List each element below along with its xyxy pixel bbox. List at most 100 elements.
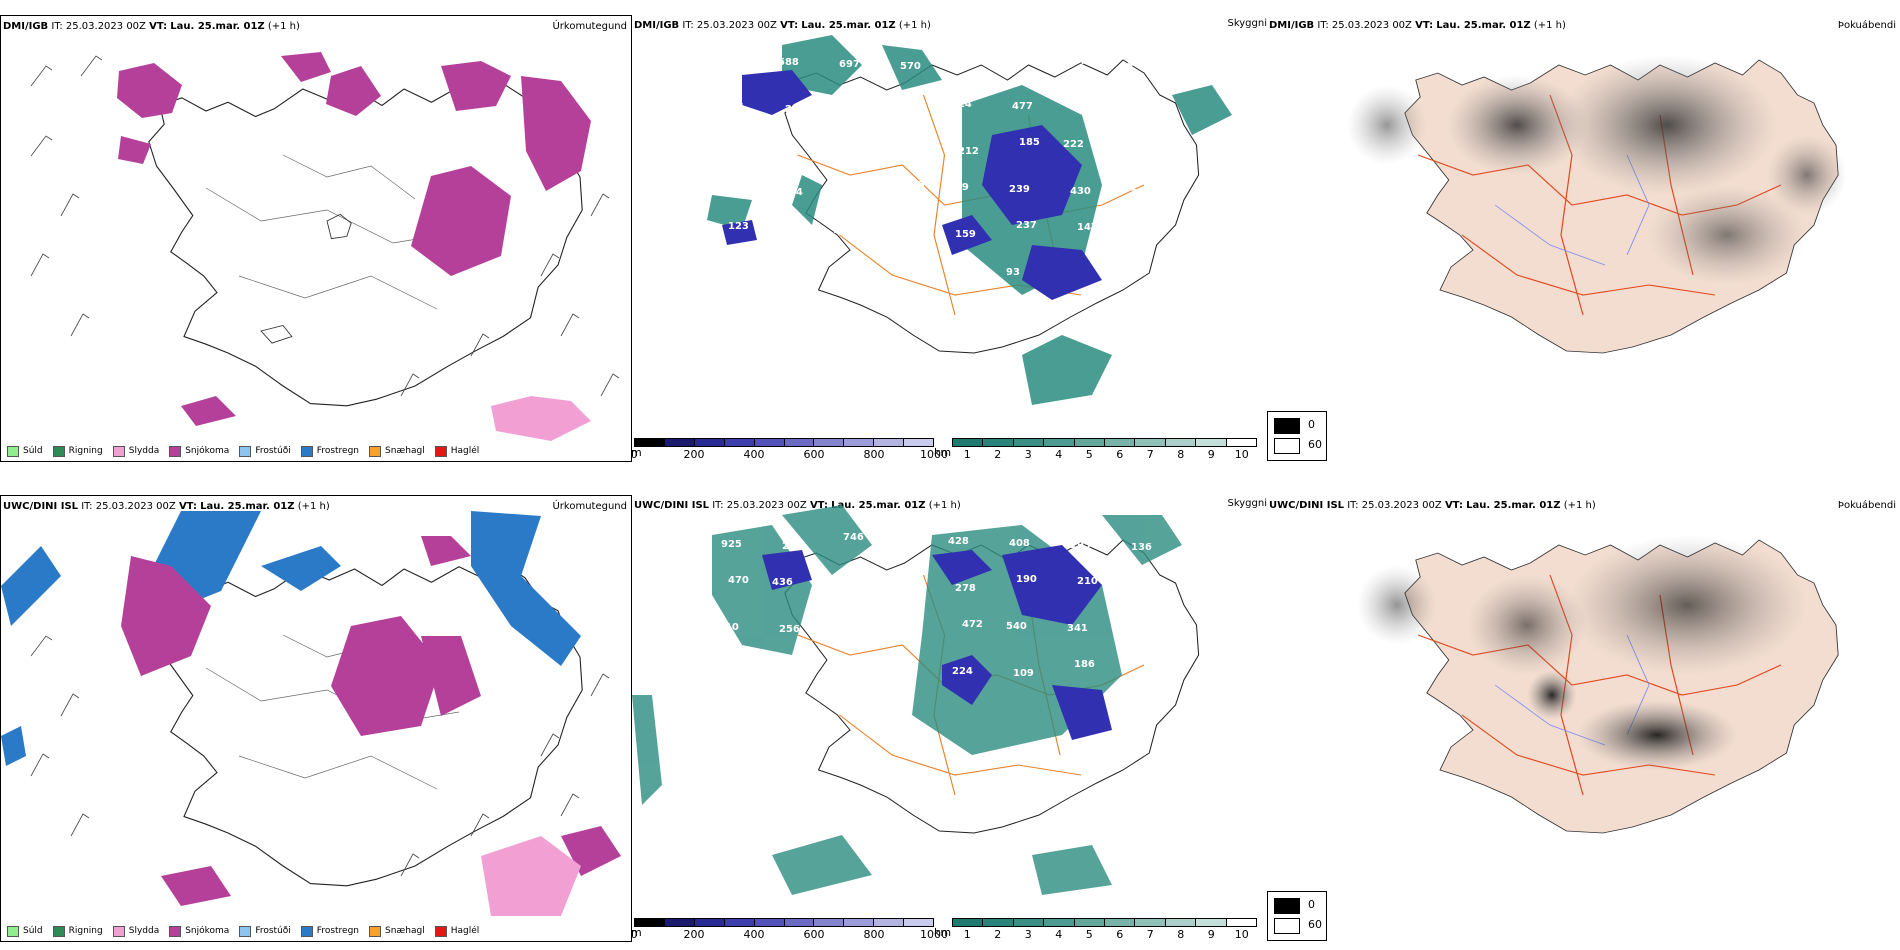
visibility-value-label: 210 [1077, 576, 1098, 587]
visibility-value-label: 256 [779, 624, 800, 635]
legend-item: Rigning [52, 925, 103, 937]
wind-barbs [30, 55, 620, 397]
visibility-value-label: 195 [1070, 540, 1091, 551]
visibility-value-label: 186 [840, 626, 861, 637]
cloud-index-map-dmi [1347, 55, 1847, 354]
legend-item: Snæhagl [369, 445, 425, 457]
colorbar-tick-label: 400 [743, 928, 765, 941]
colorbar-segment [1165, 919, 1197, 926]
visibility-value-label: 210 [843, 178, 864, 189]
visibility-value-label: 244 [725, 658, 746, 669]
visibility-value-label: 109 [1013, 668, 1034, 679]
visibility-value-label: 436 [897, 144, 918, 155]
colorbar-segment [1044, 919, 1075, 926]
visibility-value-label: 450 [894, 581, 915, 592]
colorbar-segment [1105, 439, 1136, 446]
panel-title: DMI/IGB IT: 25.03.2023 00Z VT: Lau. 25.m… [1269, 20, 1566, 31]
visibility-value-label: 795 [717, 55, 738, 66]
colorbar-tick-label: 0 [632, 928, 638, 941]
colorbar-segment [1165, 439, 1197, 446]
visibility-value-label: 697 [961, 52, 982, 63]
legend-item: Snjókoma [169, 925, 229, 937]
colorbar-tick-label: 600 [803, 448, 825, 461]
colorbar-segment [983, 919, 1014, 926]
colorbar-tick-label: 6 [1116, 448, 1124, 461]
visibility-value-label: 290 [775, 140, 796, 151]
visibility-value-label: 93 [1006, 267, 1020, 278]
visibility-value-label: 222 [1063, 139, 1084, 150]
colorbar-tick-label: 6 [1116, 928, 1124, 941]
field-name: Úrkomutegund [552, 21, 627, 32]
colorbar-tick-label: 5 [1085, 928, 1093, 941]
colorbar-tick-label: 8 [1177, 928, 1185, 941]
visibility-colorbar: 1 2 3 4 5 6 7 8 9 10 km [934, 438, 1257, 461]
visibility-value-label: 237 [890, 97, 911, 108]
colorbar-tick-label: 1000 [920, 928, 948, 941]
snow-areas [117, 52, 591, 426]
precip-map-panel-uwc: UWC/DINI ISL IT: 25.03.2023 00Z VT: Lau.… [0, 495, 632, 942]
panel-title: DMI/IGB IT: 25.03.2023 00Z VT: Lau. 25.m… [3, 21, 300, 32]
visibility-value-label: 297 [782, 541, 803, 552]
colorbar-segment [664, 919, 695, 926]
colorbar-segment [1013, 439, 1045, 446]
colorbar-tick-label: 9 [1207, 928, 1215, 941]
colorbar-segment [1226, 439, 1257, 446]
visibility-value-label: 277 [785, 104, 806, 115]
visibility-value-label: 123 [728, 221, 749, 232]
legend-item: Slydda [112, 925, 159, 937]
visibility-value-label: 510 [718, 622, 739, 633]
legend-item: Frostúði [239, 925, 291, 937]
visibility-value-label: 161 [894, 227, 915, 238]
visibility-value-label: 925 [721, 539, 742, 550]
colorbar-segment [874, 919, 905, 926]
colorbar-segment [1196, 439, 1227, 446]
height-colorbar: 0 200 400 600 800 1000 m [632, 918, 948, 941]
colorbar-segment [635, 919, 665, 926]
visibility-value-label: 166 [714, 138, 735, 149]
colorbar-tick-label: 2 [994, 448, 1002, 461]
visibility-value-label: 697 [839, 59, 860, 70]
precip-map-panel-dmi: DMI/IGB IT: 25.03.2023 00Z VT: Lau. 25.m… [0, 15, 632, 462]
visibility-value-label: 432 [1134, 94, 1155, 105]
cloud-base-areas [762, 545, 1112, 740]
visibility-value-label: 477 [1012, 101, 1033, 112]
visibility-value-label: 281 [779, 270, 800, 281]
visibility-value-label: 336 [718, 268, 739, 279]
visibility-map-uwc: 925 297 746 466 428 408 195 136 470 436 100 450 278 1… [632, 505, 1200, 895]
field-name: Þokuábendi [1837, 20, 1896, 31]
visibility-value-label: 428 [948, 536, 969, 547]
colorbar-tick-label: 3 [1024, 928, 1032, 941]
field-name: Skyggni [1227, 18, 1267, 29]
colorbar-tick-label: 4 [1055, 448, 1063, 461]
colorbar-segment [724, 919, 755, 926]
visibility-value-label: 278 [955, 583, 976, 594]
visibility-value-label: 399 [948, 182, 969, 193]
legend-item: Frostúði [239, 445, 291, 457]
field-name: Þokuábendi [1837, 500, 1896, 511]
visibility-value-labels: 795 588 697 570 697 388 397 418 471 277 385 237 924 4… [714, 52, 1155, 283]
visibility-value-label: 470 [728, 575, 749, 586]
colorbar-tick-label: 5 [1085, 448, 1093, 461]
colorbar-segment [754, 439, 785, 446]
visibility-value-label: 147 [1077, 222, 1098, 233]
colorbar-segment [754, 919, 785, 926]
visibility-value-label: 588 [778, 57, 799, 68]
colorbar-tick-label: 600 [803, 928, 825, 941]
colorbar-tick-label: 1 [963, 448, 971, 461]
visibility-value-label: 239 [1009, 184, 1030, 195]
visibility-value-label: 190 [1016, 574, 1037, 585]
visibility-value-label: 47 [901, 263, 915, 274]
legend-item: Frostregn [300, 925, 359, 937]
visibility-map-panel-uwc: UWC/DINI ISL IT: 25.03.2023 00Z VT: Lau.… [632, 495, 1267, 942]
precip-map-uwc [1, 511, 621, 916]
visibility-value-label: 260 [1124, 141, 1145, 152]
colorbar-segment [844, 919, 875, 926]
visibility-value-label: 237 [1016, 220, 1037, 231]
colorbar-segment [635, 439, 665, 446]
visibility-value-label: 397 [1066, 56, 1087, 67]
visibility-value-label: 137 [1121, 578, 1142, 589]
cloud-index-map-panel-uwc: UWC/DINI ISL IT: 25.03.2023 00Z VT: Lau.… [1267, 495, 1900, 942]
cloud-base-areas [722, 70, 1102, 300]
visibility-value-label: 471 [724, 102, 745, 113]
visibility-value-label: 430 [1070, 186, 1091, 197]
